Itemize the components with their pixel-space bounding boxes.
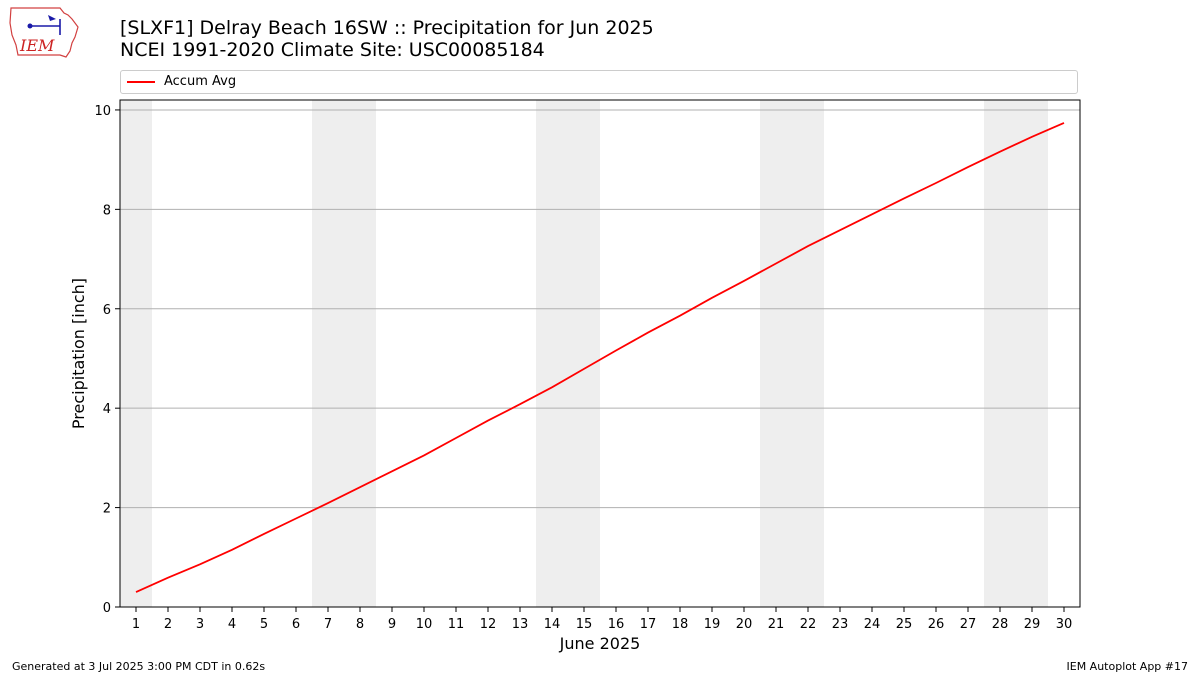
logo-text: IEM [19,36,55,55]
x-tick-label: 28 [992,617,1009,632]
x-tick-label: 18 [672,617,689,632]
weekend-band [568,100,600,607]
x-tick-label: 22 [800,617,817,632]
x-tick-label: 15 [576,617,593,632]
y-tick-label: 8 [103,203,111,218]
plot-frame [119,99,1081,608]
weekend-band [120,100,152,607]
x-tick-label: 6 [292,617,300,632]
iowa-outline [9,7,79,58]
x-tick-label: 7 [324,617,332,632]
x-tick-label: 2 [164,617,172,632]
y-tick-label: 4 [103,402,111,417]
x-tick-label: 20 [736,617,753,632]
y-tick-label: 6 [103,303,111,318]
legend: Accum Avg [120,70,1078,94]
x-tick-label: 1 [132,617,140,632]
legend-swatch [127,81,155,83]
x-tick-label: 12 [480,617,497,632]
weekend-band [792,100,824,607]
x-tick-label: 3 [196,617,204,632]
x-tick-label: 30 [1056,617,1073,632]
legend-label: Accum Avg [164,74,237,89]
series-line-accum-avg [135,122,1065,593]
x-tick-label: 14 [544,617,561,632]
y-tick-label: 0 [103,601,111,616]
y-axis-label: Precipitation [inch] [69,278,88,429]
x-tick-label: 24 [864,617,881,632]
weekend-band [760,100,792,607]
x-tick-label: 4 [228,617,236,632]
weekend-band [312,100,344,607]
x-tick-label: 23 [832,617,849,632]
chart-subtitle: NCEI 1991-2020 Climate Site: USC00085184 [120,39,545,61]
x-tick-label: 9 [388,617,396,632]
y-tick-label: 10 [94,104,111,119]
x-tick-label: 25 [896,617,913,632]
x-tick-label: 16 [608,617,625,632]
x-tick-label: 11 [448,617,465,632]
x-tick-label: 5 [260,617,268,632]
x-tick-label: 29 [1024,617,1041,632]
x-tick-label: 13 [512,617,529,632]
x-tick-label: 26 [928,617,945,632]
weekend-band [536,100,568,607]
x-tick-label: 8 [356,617,364,632]
weekend-band [344,100,376,607]
app-credit: IEM Autoplot App #17 [1066,660,1189,673]
x-tick-label: 10 [416,617,433,632]
x-tick-label: 19 [704,617,721,632]
x-tick-label: 17 [640,617,657,632]
generated-timestamp: Generated at 3 Jul 2025 3:00 PM CDT in 0… [12,660,266,673]
x-axis-label: June 2025 [559,634,641,653]
weekend-band [1016,100,1048,607]
x-tick-label: 27 [960,617,977,632]
x-tick-label: 21 [768,617,785,632]
chart-title: [SLXF1] Delray Beach 16SW :: Precipitati… [120,17,654,39]
y-tick-label: 2 [103,502,111,517]
weekend-band [984,100,1016,607]
iem-logo: IEM [9,7,79,58]
